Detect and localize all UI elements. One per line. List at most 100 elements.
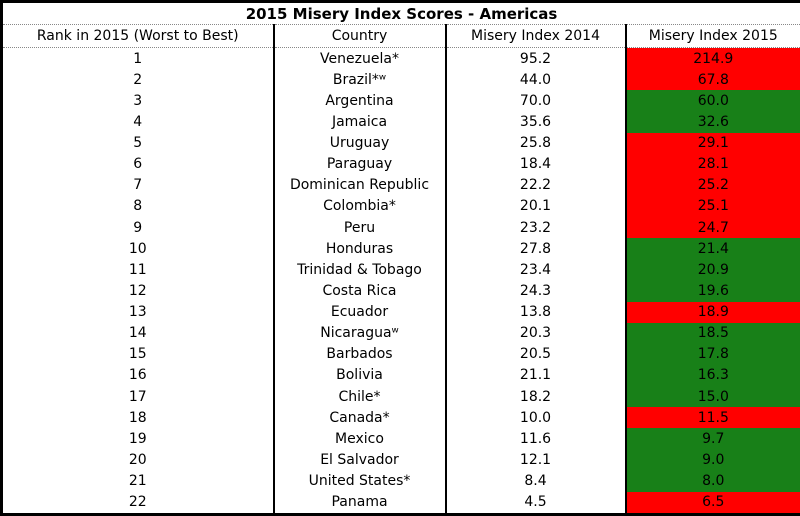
table-row: 13 Ecuador 13.8 18.9 bbox=[2, 301, 800, 323]
table-row: 10 Honduras 27.8 21.4 bbox=[2, 238, 800, 260]
table-row: 8 Colombia* 20.1 25.1 bbox=[2, 195, 800, 217]
misery-2015-cell: 24.7 bbox=[624, 217, 800, 239]
misery-2015-cell: 20.9 bbox=[624, 259, 800, 281]
country-cell: Brazil*ʷ bbox=[272, 69, 446, 91]
col-header-misery-2015: Misery Index 2015 bbox=[624, 24, 800, 48]
country-cell: Chile* bbox=[272, 386, 446, 408]
table-row: 16 Bolivia 21.1 16.3 bbox=[2, 364, 800, 386]
table-row: 21 United States* 8.4 8.0 bbox=[2, 470, 800, 492]
misery-2014-cell: 23.2 bbox=[444, 217, 626, 239]
rank-cell: 9 bbox=[133, 219, 143, 236]
misery-2014-cell: 24.3 bbox=[444, 280, 626, 302]
table-row: 1 Venezuela* 95.2 214.9 bbox=[2, 47, 800, 70]
table-row: 2 Brazil*ʷ 44.0 67.8 bbox=[2, 69, 800, 91]
misery-2015-cell: 29.1 bbox=[624, 132, 800, 154]
country-cell: Colombia* bbox=[272, 195, 446, 217]
misery-2014-cell: 20.1 bbox=[444, 195, 626, 217]
table-row: 6 Paraguay 18.4 28.1 bbox=[2, 153, 800, 175]
misery-2015-cell: 32.6 bbox=[624, 111, 800, 133]
country-cell: Paraguay bbox=[272, 153, 446, 175]
misery-2014-cell: 95.2 bbox=[444, 47, 626, 70]
country-cell: Dominican Republic bbox=[272, 174, 446, 196]
rank-cell: 7 bbox=[133, 177, 143, 194]
table-body: 1 Venezuela* 95.2 214.9 2 Brazil*ʷ 44.0 67.8 3 Ar… bbox=[2, 47, 800, 515]
country-cell: Uruguay bbox=[272, 132, 446, 154]
rank-cell: 12 bbox=[128, 282, 147, 299]
rank-cell: 8 bbox=[133, 198, 143, 215]
misery-2015-cell: 18.5 bbox=[624, 322, 800, 344]
country-cell: Venezuela* bbox=[272, 47, 446, 70]
country-cell: Honduras bbox=[272, 238, 446, 260]
table-row: 15 Barbados 20.5 17.8 bbox=[2, 343, 800, 365]
misery-2015-cell: 8.0 bbox=[624, 470, 800, 492]
country-cell: United States* bbox=[272, 470, 446, 492]
misery-2015-cell: 28.1 bbox=[624, 153, 800, 175]
rank-cell: 14 bbox=[128, 325, 147, 342]
page-title: 2015 Misery Index Scores - Americas bbox=[1, 1, 800, 25]
rank-cell: 6 bbox=[133, 156, 143, 173]
country-cell: Ecuador bbox=[272, 301, 446, 323]
misery-2015-cell: 9.7 bbox=[624, 428, 800, 450]
rank-cell: 16 bbox=[128, 367, 147, 384]
rank-cell: 18 bbox=[128, 409, 147, 426]
misery-2014-cell: 4.5 bbox=[444, 491, 626, 515]
misery-2015-cell: 25.1 bbox=[624, 195, 800, 217]
rank-cell: 22 bbox=[128, 494, 147, 511]
misery-2015-cell: 21.4 bbox=[624, 238, 800, 260]
table-row: 17 Chile* 18.2 15.0 bbox=[2, 386, 800, 408]
rank-cell: 20 bbox=[128, 451, 147, 468]
table-row: 18 Canada* 10.0 11.5 bbox=[2, 407, 800, 429]
country-cell: Bolivia bbox=[272, 364, 446, 386]
misery-2014-cell: 18.2 bbox=[444, 386, 626, 408]
table-row: 22 Panama 4.5 6.5 bbox=[2, 491, 800, 515]
rank-cell: 5 bbox=[133, 135, 143, 152]
misery-2015-cell: 9.0 bbox=[624, 449, 800, 471]
table-row: 14 Nicaraguaʷ 20.3 18.5 bbox=[2, 322, 800, 344]
rank-cell: 4 bbox=[133, 113, 143, 130]
misery-2014-cell: 20.3 bbox=[444, 322, 626, 344]
table-row: 7 Dominican Republic 22.2 25.2 bbox=[2, 174, 800, 196]
misery-2015-cell: 214.9 bbox=[624, 47, 800, 70]
table-row: 12 Costa Rica 24.3 19.6 bbox=[2, 280, 800, 302]
rank-cell: 3 bbox=[133, 92, 143, 109]
country-cell: Nicaraguaʷ bbox=[272, 322, 446, 344]
misery-2015-cell: 67.8 bbox=[624, 69, 800, 91]
table-row: 5 Uruguay 25.8 29.1 bbox=[2, 132, 800, 154]
misery-2014-cell: 22.2 bbox=[444, 174, 626, 196]
table-row: 11 Trinidad & Tobago 23.4 20.9 bbox=[2, 259, 800, 281]
country-cell: Peru bbox=[272, 217, 446, 239]
table-row: 3 Argentina 70.0 60.0 bbox=[2, 90, 800, 112]
country-cell: Panama bbox=[272, 491, 446, 515]
rank-cell: 17 bbox=[128, 388, 147, 405]
misery-2014-cell: 23.4 bbox=[444, 259, 626, 281]
misery-2014-cell: 10.0 bbox=[444, 407, 626, 429]
misery-2014-cell: 18.4 bbox=[444, 153, 626, 175]
misery-2014-cell: 20.5 bbox=[444, 343, 626, 365]
misery-2015-cell: 15.0 bbox=[624, 386, 800, 408]
misery-2014-cell: 35.6 bbox=[444, 111, 626, 133]
rank-cell: 10 bbox=[128, 240, 147, 257]
rank-cell: 1 bbox=[133, 50, 143, 67]
misery-2014-cell: 13.8 bbox=[444, 301, 626, 323]
country-cell: El Salvador bbox=[272, 449, 446, 471]
rank-cell: 21 bbox=[128, 473, 147, 490]
misery-2015-cell: 25.2 bbox=[624, 174, 800, 196]
column-header-row: Rank in 2015 (Worst to Best) Country Mis… bbox=[1, 24, 800, 48]
misery-2014-cell: 21.1 bbox=[444, 364, 626, 386]
misery-2015-cell: 60.0 bbox=[624, 90, 800, 112]
rank-cell: 19 bbox=[128, 430, 147, 447]
country-cell: Argentina bbox=[272, 90, 446, 112]
col-header-misery-2014: Misery Index 2014 bbox=[444, 24, 626, 48]
misery-2014-cell: 8.4 bbox=[444, 470, 626, 492]
country-cell: Barbados bbox=[272, 343, 446, 365]
table-row: 4 Jamaica 35.6 32.6 bbox=[2, 111, 800, 133]
country-cell: Trinidad & Tobago bbox=[272, 259, 446, 281]
rank-cell: 11 bbox=[128, 261, 147, 278]
misery-2015-cell: 19.6 bbox=[624, 280, 800, 302]
rank-cell: 2 bbox=[133, 71, 143, 88]
misery-2014-cell: 44.0 bbox=[444, 69, 626, 91]
misery-2015-cell: 6.5 bbox=[624, 491, 800, 515]
misery-2015-cell: 11.5 bbox=[624, 407, 800, 429]
country-cell: Costa Rica bbox=[272, 280, 446, 302]
